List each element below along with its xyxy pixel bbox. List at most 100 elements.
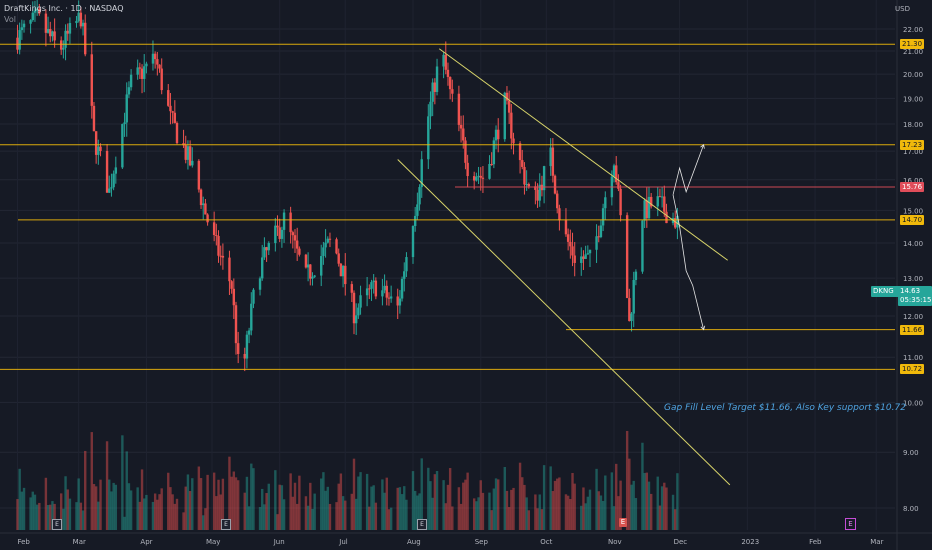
volume-bar: [505, 490, 509, 530]
candle-body: [580, 256, 583, 263]
volume-bar: [51, 501, 54, 530]
candle-body: [206, 214, 209, 223]
candle-body: [261, 257, 264, 279]
dividend-marker-icon[interactable]: E: [221, 519, 231, 530]
candle-body: [110, 187, 113, 189]
candle-body: [160, 68, 163, 91]
candle-body: [143, 66, 146, 79]
symbol-title[interactable]: DraftKings Inc. · 1D · NASDAQ: [4, 4, 124, 13]
candle-body: [429, 101, 432, 117]
candle-body: [381, 290, 384, 297]
candle-body: [597, 236, 600, 238]
dividend-marker-icon[interactable]: E: [417, 519, 427, 530]
volume-bar: [313, 493, 316, 530]
annotation-text[interactable]: Gap Fill Level Target $11.66, Also Key s…: [664, 403, 906, 413]
candle-body: [641, 220, 644, 272]
volume-bar: [658, 505, 662, 530]
candle-body: [202, 203, 205, 206]
volume-bar: [656, 476, 659, 530]
y-tick-label: 22.00: [903, 26, 923, 34]
candle-body: [396, 296, 399, 306]
candle-body: [494, 129, 498, 141]
volume-bar: [31, 491, 34, 530]
volume-bar: [604, 475, 607, 530]
candle-body: [525, 184, 528, 186]
ticker-badge: DKNG: [871, 286, 903, 297]
volume-bar: [92, 484, 96, 530]
volume-bar: [289, 473, 292, 530]
volume-bar: [538, 494, 541, 530]
volume-bar: [123, 516, 126, 530]
candle-body: [328, 238, 332, 240]
volume-bar: [79, 502, 83, 530]
candle-body: [564, 220, 568, 235]
candle-body: [121, 124, 124, 168]
level-price-tag: 15.76: [900, 181, 925, 192]
candle-body: [105, 150, 109, 193]
volume-bar: [127, 483, 131, 530]
candle-body: [66, 30, 69, 34]
candle-body: [252, 289, 255, 304]
volume-bar: [630, 484, 633, 530]
volume-bar: [206, 474, 209, 530]
volume-bar: [344, 500, 347, 530]
volume-bar: [276, 514, 279, 530]
volume-bar: [306, 505, 310, 530]
volume-bar: [540, 509, 544, 530]
candle-body: [503, 92, 506, 140]
candle-body: [90, 54, 93, 106]
candle-body: [427, 116, 430, 160]
dividend-marker-icon[interactable]: E: [52, 519, 62, 530]
candle-body: [571, 246, 574, 256]
volume-bar: [400, 494, 404, 530]
earnings-marker-icon[interactable]: E: [619, 518, 627, 527]
candle-body: [232, 288, 236, 306]
candle-body: [431, 82, 434, 102]
candle-body: [51, 31, 54, 37]
candle-body: [403, 271, 406, 279]
candle-body: [416, 204, 419, 216]
candle-body: [267, 243, 270, 251]
currency-label[interactable]: USD: [895, 5, 910, 13]
volume-bar: [466, 472, 469, 530]
candle-body: [322, 247, 325, 257]
candle-body: [370, 282, 373, 289]
candle-body: [217, 235, 220, 256]
upcoming-earnings-icon[interactable]: E: [845, 518, 856, 530]
x-tick-label: Aug: [407, 538, 421, 546]
candle-body: [274, 225, 277, 244]
volume-bar: [33, 494, 37, 530]
candle-body: [512, 138, 515, 144]
volume-bar: [645, 472, 649, 530]
volume-bar: [387, 509, 391, 530]
volume-bar: [617, 496, 620, 530]
candle-body: [477, 175, 480, 177]
volume-bar: [35, 504, 39, 530]
candle-body: [413, 215, 417, 227]
volume-bar: [385, 477, 388, 530]
volume-bar: [365, 473, 369, 530]
candle-body: [49, 29, 52, 37]
volume-bar: [584, 503, 587, 530]
candle-body: [188, 146, 192, 166]
volume-bar: [94, 486, 98, 530]
level-price-tag: 17.23: [900, 139, 925, 150]
candle-body: [595, 236, 598, 250]
volume-bar: [663, 482, 666, 530]
volume-bar: [204, 508, 207, 530]
volume-bar: [129, 490, 133, 530]
candle-body: [507, 100, 511, 113]
projection-path: [672, 194, 705, 330]
candle-body: [114, 167, 118, 174]
volume-bar: [197, 466, 201, 530]
level-price-tag: 11.66: [900, 324, 925, 335]
candle-body: [68, 23, 72, 34]
volume-bar: [418, 493, 421, 530]
candle-body: [29, 20, 32, 24]
volume-bar: [326, 486, 329, 530]
x-tick-label: Mar: [73, 538, 86, 546]
volume-bar: [569, 499, 572, 530]
volume-bar: [462, 482, 465, 530]
